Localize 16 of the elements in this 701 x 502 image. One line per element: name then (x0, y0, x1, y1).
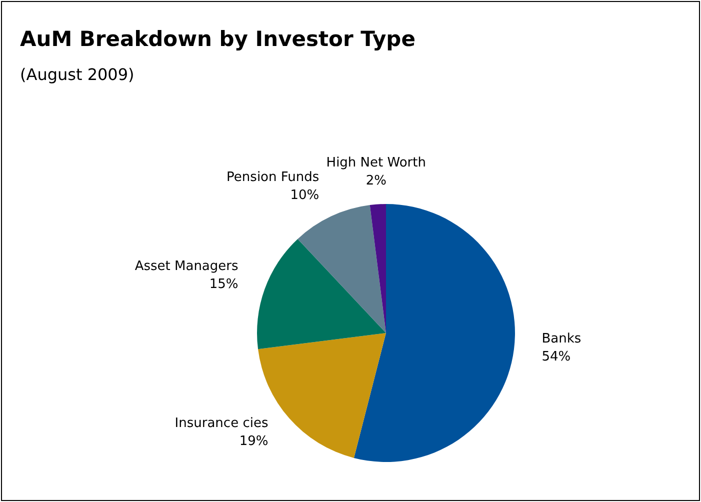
slice-label: Insurance cies (174, 416, 268, 431)
data-label: 2% (366, 173, 386, 188)
data-label: 10% (290, 188, 320, 203)
data-label: 54% (542, 350, 571, 365)
pie-slice (370, 204, 386, 333)
data-label: 19% (239, 434, 268, 449)
slice-label: Asset Managers (134, 258, 238, 274)
data-label: 15% (209, 276, 238, 292)
pie-slice (298, 205, 386, 333)
slice-label: High Net Worth (326, 155, 426, 170)
pie-slice (354, 204, 515, 462)
pie-slice (257, 238, 386, 350)
chart-subtitle: (August 2009) (20, 65, 134, 84)
slice-label: Banks (542, 332, 582, 347)
slice-label: Pension Funds (226, 170, 320, 185)
chart-title: AuM Breakdown by Investor Type (20, 27, 416, 51)
